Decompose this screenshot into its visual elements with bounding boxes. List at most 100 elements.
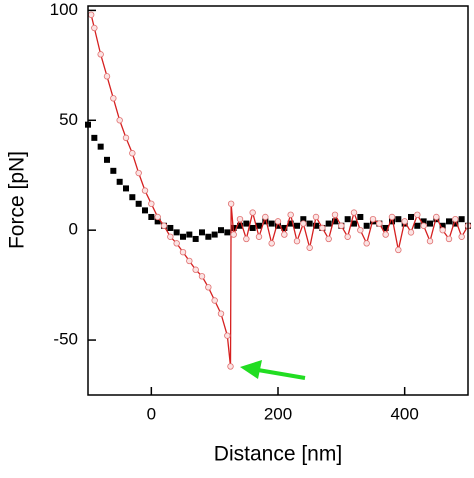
- point: [357, 226, 364, 234]
- point: [129, 194, 136, 201]
- point: [458, 233, 465, 240]
- point: [312, 213, 320, 221]
- point: [142, 207, 148, 214]
- point: [116, 178, 123, 185]
- point: [274, 218, 282, 225]
- point: [382, 224, 389, 231]
- point: [389, 218, 395, 225]
- point: [227, 363, 234, 370]
- point: [420, 222, 427, 229]
- point: [363, 240, 370, 247]
- y-tick-label: -50: [53, 330, 78, 349]
- point: [148, 213, 155, 220]
- point: [243, 220, 250, 227]
- point: [458, 216, 465, 223]
- x-axis-label: Distance [nm]: [214, 443, 342, 466]
- point: [249, 224, 256, 231]
- point: [180, 233, 186, 240]
- y-axis-label: Force [pN]: [6, 151, 29, 249]
- point: [186, 231, 193, 238]
- point: [224, 229, 231, 236]
- point: [382, 231, 389, 238]
- point: [338, 222, 345, 229]
- point: [123, 185, 129, 192]
- point: [148, 200, 155, 207]
- point: [205, 284, 212, 291]
- point: [104, 156, 110, 163]
- point: [186, 257, 193, 265]
- point: [306, 244, 313, 251]
- point: [237, 222, 243, 229]
- y-tick-label: 0: [69, 220, 78, 239]
- point: [408, 213, 414, 220]
- point: [91, 134, 98, 141]
- point: [414, 211, 421, 218]
- y-tick-label: 50: [59, 110, 78, 129]
- point: [268, 240, 275, 247]
- point: [173, 240, 180, 247]
- point: [294, 222, 300, 229]
- point: [122, 134, 130, 142]
- point: [452, 215, 459, 223]
- point: [287, 220, 294, 227]
- point: [199, 229, 205, 236]
- point: [173, 229, 180, 236]
- point: [420, 218, 427, 225]
- x-tick-label: 200: [264, 404, 292, 423]
- point: [160, 222, 168, 229]
- point: [439, 226, 446, 234]
- point: [243, 235, 250, 243]
- point: [236, 215, 244, 223]
- point: [407, 229, 415, 236]
- point: [268, 220, 275, 227]
- point: [256, 222, 262, 229]
- point: [249, 209, 256, 216]
- point: [300, 216, 307, 223]
- point: [351, 220, 357, 227]
- x-tick-label: 400: [390, 404, 418, 423]
- point: [376, 220, 383, 227]
- point: [230, 231, 237, 238]
- point: [211, 297, 218, 304]
- point: [369, 215, 377, 223]
- point: [116, 117, 123, 124]
- plot-frame: [87, 5, 469, 396]
- point: [129, 150, 136, 157]
- point: [281, 224, 288, 231]
- point: [97, 51, 104, 58]
- point: [211, 231, 218, 238]
- point: [198, 273, 206, 280]
- point: [344, 233, 351, 240]
- point: [433, 213, 440, 221]
- point: [87, 11, 95, 18]
- point: [262, 218, 269, 225]
- point: [344, 216, 351, 223]
- point: [192, 235, 199, 242]
- point: [97, 143, 104, 150]
- point: [395, 246, 402, 254]
- point: [414, 222, 421, 229]
- point: [110, 95, 117, 102]
- point: [167, 233, 174, 240]
- point: [275, 222, 281, 229]
- point: [325, 235, 332, 243]
- point: [262, 213, 269, 221]
- point: [439, 222, 446, 229]
- point: [255, 233, 263, 240]
- x-tick-label: 0: [147, 404, 156, 423]
- point: [135, 169, 142, 177]
- point: [217, 310, 225, 317]
- point: [91, 24, 98, 32]
- point: [218, 227, 224, 234]
- annotation-arrow: [240, 360, 306, 380]
- point: [445, 235, 453, 243]
- point: [179, 248, 187, 256]
- point: [287, 211, 294, 218]
- point: [281, 231, 288, 238]
- point: [395, 216, 402, 223]
- point: [192, 266, 199, 273]
- point: [227, 200, 235, 207]
- point: [154, 213, 161, 221]
- point: [452, 220, 459, 227]
- point: [427, 220, 433, 227]
